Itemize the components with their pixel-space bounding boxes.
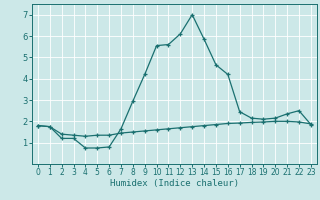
- X-axis label: Humidex (Indice chaleur): Humidex (Indice chaleur): [110, 179, 239, 188]
